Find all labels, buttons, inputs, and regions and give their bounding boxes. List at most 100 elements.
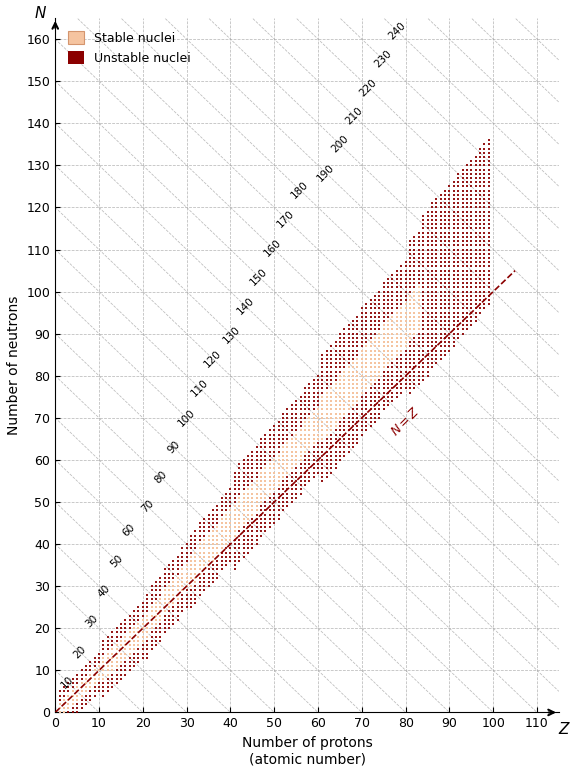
- Point: [458, 176, 467, 189]
- Text: 150: 150: [248, 267, 270, 288]
- Point: [440, 349, 450, 361]
- Point: [309, 378, 318, 390]
- Point: [454, 268, 463, 281]
- Point: [397, 264, 406, 277]
- Point: [340, 349, 349, 361]
- Point: [370, 290, 380, 302]
- Point: [467, 311, 476, 323]
- Point: [156, 601, 165, 614]
- Point: [419, 323, 428, 335]
- Point: [256, 521, 266, 533]
- Point: [370, 366, 380, 378]
- Point: [68, 681, 78, 693]
- Point: [366, 311, 375, 323]
- Point: [318, 361, 327, 373]
- Point: [370, 369, 380, 382]
- Point: [423, 273, 432, 285]
- Point: [99, 639, 108, 652]
- Point: [313, 424, 323, 437]
- Point: [384, 315, 393, 327]
- Point: [392, 332, 401, 344]
- Point: [204, 576, 213, 588]
- Point: [248, 450, 257, 462]
- Point: [357, 349, 366, 361]
- Point: [440, 218, 450, 230]
- Point: [480, 239, 489, 251]
- Point: [436, 247, 445, 260]
- Point: [270, 509, 279, 521]
- Point: [471, 192, 480, 205]
- Point: [129, 652, 139, 664]
- Point: [397, 323, 406, 335]
- Point: [476, 290, 485, 302]
- Point: [331, 395, 340, 407]
- Point: [340, 361, 349, 373]
- Point: [445, 197, 454, 209]
- Point: [401, 306, 410, 318]
- Point: [239, 512, 248, 525]
- Point: [221, 512, 231, 525]
- Point: [239, 517, 248, 530]
- Point: [261, 462, 270, 475]
- Point: [305, 466, 314, 478]
- Point: [405, 247, 415, 260]
- Point: [72, 685, 82, 697]
- Point: [309, 382, 318, 394]
- Point: [226, 483, 235, 495]
- Point: [410, 357, 419, 369]
- Point: [419, 247, 428, 260]
- Point: [300, 479, 309, 492]
- Point: [375, 404, 384, 416]
- Point: [401, 340, 410, 352]
- Point: [458, 201, 467, 213]
- Point: [327, 445, 336, 458]
- Point: [191, 550, 200, 563]
- Point: [309, 458, 318, 470]
- Point: [436, 223, 445, 235]
- Point: [287, 483, 296, 495]
- Point: [256, 437, 266, 449]
- Point: [292, 420, 301, 432]
- Point: [239, 533, 248, 546]
- Point: [432, 252, 441, 264]
- Point: [322, 407, 331, 420]
- Point: [423, 352, 432, 365]
- Point: [436, 328, 445, 340]
- Point: [379, 340, 388, 352]
- Point: [458, 261, 467, 273]
- Point: [379, 277, 388, 289]
- Point: [449, 281, 458, 294]
- Point: [327, 454, 336, 466]
- Point: [423, 243, 432, 256]
- Point: [235, 492, 244, 504]
- Point: [68, 685, 78, 697]
- Point: [440, 252, 450, 264]
- Point: [335, 332, 344, 344]
- Point: [318, 454, 327, 466]
- Point: [471, 230, 480, 243]
- Point: [112, 664, 121, 676]
- Point: [335, 424, 344, 437]
- Point: [217, 492, 227, 504]
- Point: [467, 256, 476, 268]
- Point: [362, 340, 371, 352]
- Point: [274, 466, 283, 478]
- Point: [208, 576, 217, 588]
- Text: 110: 110: [189, 378, 210, 399]
- Point: [401, 366, 410, 378]
- Point: [436, 311, 445, 323]
- Point: [344, 407, 353, 420]
- Point: [129, 643, 139, 656]
- Point: [283, 437, 292, 449]
- Point: [397, 332, 406, 344]
- Text: 80: 80: [152, 468, 168, 485]
- Point: [313, 433, 323, 445]
- Point: [427, 256, 436, 268]
- Point: [305, 420, 314, 432]
- Point: [86, 664, 95, 676]
- Point: [143, 622, 152, 635]
- Point: [305, 395, 314, 407]
- Point: [384, 285, 393, 298]
- Point: [454, 256, 463, 268]
- Point: [265, 471, 274, 483]
